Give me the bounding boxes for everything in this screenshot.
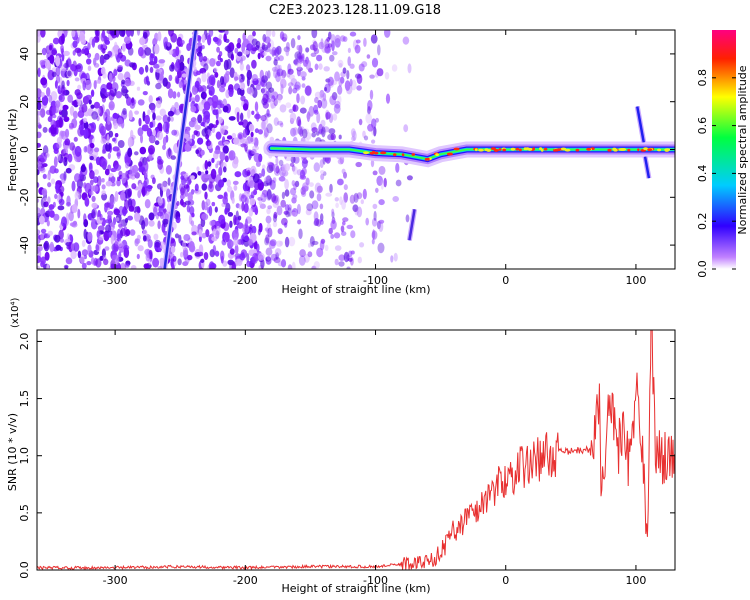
spectrogram-ytick-label: -20 (18, 188, 31, 206)
carrier-peak (270, 147, 675, 161)
spectrogram-ytick-label: 0 (18, 146, 31, 153)
snr-ytick-label: 1.0 (18, 447, 31, 465)
snr-frame (36, 329, 676, 571)
snr-ytick-label: 0.0 (18, 561, 31, 579)
spur-line (163, 30, 198, 269)
spur-line (643, 156, 651, 179)
colorbar-tick-label: 0.2 (696, 212, 709, 230)
colorbar: 0.0 0.2 0.4 0.6 0.8 Normalized spectral ampl… (696, 30, 749, 278)
snr-xtick-label: -300 (103, 574, 128, 587)
colorbar-tick-label: 0.4 (696, 165, 709, 183)
snr-ytick-label: 2.0 (18, 333, 31, 351)
colorbar-tick-label: 0.6 (696, 117, 709, 135)
spectrogram-noise (37, 30, 413, 269)
snr-xlabel: Height of straight line (km) (281, 582, 430, 595)
spectrogram-ytick-label: -40 (18, 236, 31, 254)
colorbar-tick-label: 0.8 (696, 69, 709, 87)
snr-xtick-label: 100 (625, 574, 646, 587)
colorbar-ticks: 0.0 0.2 0.4 0.6 0.8 (696, 69, 736, 278)
spectrogram-xtick-label: 100 (625, 274, 646, 287)
spectrogram-ytick-label: 20 (18, 95, 31, 109)
snr-ylabel: SNR (10 * v/v) (6, 413, 19, 491)
snr-ytick-label: 0.5 (18, 504, 31, 522)
spectrogram-xtick-label: -200 (233, 274, 258, 287)
spectrogram-xlabel: Height of straight line (km) (281, 283, 430, 296)
snr-panel: -300 -200 -100 0 100 0.0 0.5 1.0 1.5 2.0 Height o… (6, 297, 676, 595)
spur-line (408, 209, 416, 241)
spectrogram-xtick-label: -300 (103, 274, 128, 287)
spectrogram-xtick-label: 0 (502, 274, 509, 287)
spectrogram-ylabel: Frequency (Hz) (6, 109, 19, 192)
snr-ticks: -300 -200 -100 0 100 0.0 0.5 1.0 1.5 2.0 (18, 330, 675, 587)
snr-series-line (37, 330, 675, 570)
colorbar-tick-label: 0.0 (696, 260, 709, 278)
spur-line (636, 106, 645, 143)
snr-multiplier: (x10⁴) (10, 297, 21, 328)
spectrogram-ytick-label: 40 (18, 47, 31, 61)
snr-ytick-label: 1.5 (18, 390, 31, 408)
colorbar-gradient (712, 30, 736, 269)
colorbar-label: Normalized spectral amplitude (736, 65, 749, 234)
snr-xtick-label: 0 (502, 574, 509, 587)
spectrogram-content (37, 30, 675, 269)
carrier-peaks (363, 147, 671, 161)
snr-xtick-label: -200 (233, 574, 258, 587)
snr-xtick-label: -100 (363, 574, 388, 587)
spectrogram-xtick-label: -100 (363, 274, 388, 287)
figure-title: C2E3.2023.128.11.09.G18 (269, 3, 441, 18)
